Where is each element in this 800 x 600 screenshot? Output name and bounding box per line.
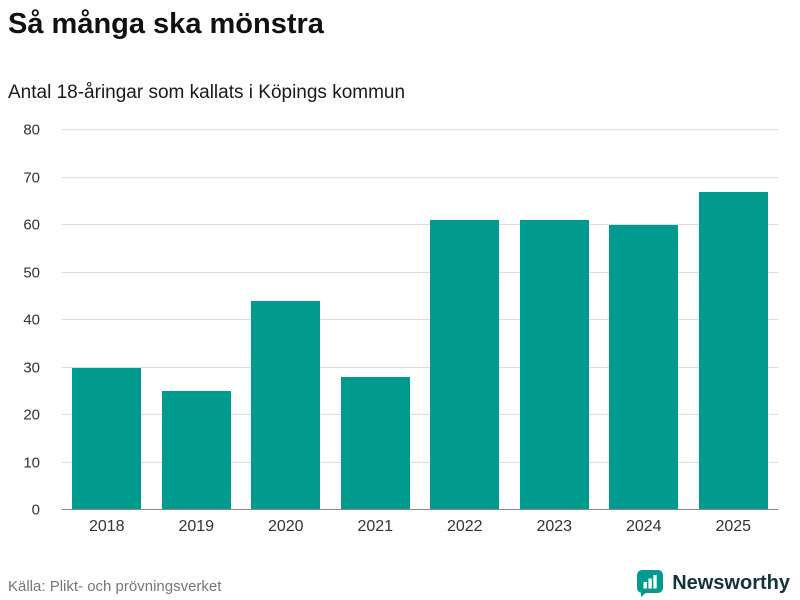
x-tick-label: 2023: [536, 518, 573, 535]
bars-container: [62, 130, 778, 510]
x-axis: 2018 2019 2020 2021 2022 2023 2024 2025: [62, 518, 778, 536]
gridline: [62, 129, 778, 130]
plot-area: [62, 129, 778, 510]
x-tick-label: 2022: [446, 518, 483, 535]
brand-name: Newsworthy: [672, 571, 790, 594]
x-axis-line: [62, 509, 778, 510]
bar-slot: [152, 130, 242, 510]
chart-title: Så många ska mönstra: [8, 8, 324, 40]
bar-2019: [161, 391, 231, 510]
y-tick-label: 50: [23, 264, 40, 281]
x-tick-label: 2024: [625, 518, 662, 535]
bar-2025: [698, 191, 768, 510]
y-tick-label: 30: [23, 359, 40, 376]
bar-2020: [251, 301, 321, 510]
newsworthy-icon: [637, 570, 664, 597]
y-tick-label: 40: [23, 311, 40, 329]
x-tick-label: 2020: [267, 518, 304, 535]
x-tick-label: 2019: [178, 518, 215, 535]
y-tick-label: 70: [23, 169, 40, 186]
y-axis: 0 10 20 30 40 50 60 70 80: [0, 122, 48, 519]
bar-slot: [331, 130, 421, 510]
chart-subtitle: Antal 18-åringar som kallats i Köpings k…: [8, 82, 406, 103]
y-tick-label: 80: [23, 121, 40, 139]
bar-2018: [72, 367, 142, 510]
gridline: [62, 176, 778, 178]
bar-2023: [519, 220, 589, 510]
bar-slot: [241, 130, 331, 510]
brand-logo: Newsworthy: [635, 568, 790, 598]
x-tick-label: 2025: [715, 518, 752, 535]
y-tick-label: 0: [31, 501, 40, 519]
bar-2024: [609, 225, 679, 510]
gridline: [62, 414, 778, 415]
bar-slot: [62, 130, 152, 510]
gridline: [62, 461, 778, 463]
x-tick-label: 2021: [357, 518, 394, 535]
bar-2021: [340, 377, 410, 510]
bar-slot: [599, 130, 689, 510]
y-tick-label: 10: [23, 454, 40, 471]
x-tick-label: 2018: [88, 518, 125, 535]
bar-slot: [510, 130, 600, 510]
gridline: [62, 271, 778, 273]
gridline: [62, 319, 778, 320]
source-note: Källa: Plikt- och prövningsverket: [8, 578, 222, 595]
bar-slot: [420, 130, 510, 510]
y-tick-label: 20: [23, 406, 40, 424]
bar-slot: [689, 130, 779, 510]
gridline: [62, 366, 778, 368]
bar-2022: [430, 220, 500, 510]
y-tick-label: 60: [23, 216, 40, 234]
gridline: [62, 224, 778, 225]
